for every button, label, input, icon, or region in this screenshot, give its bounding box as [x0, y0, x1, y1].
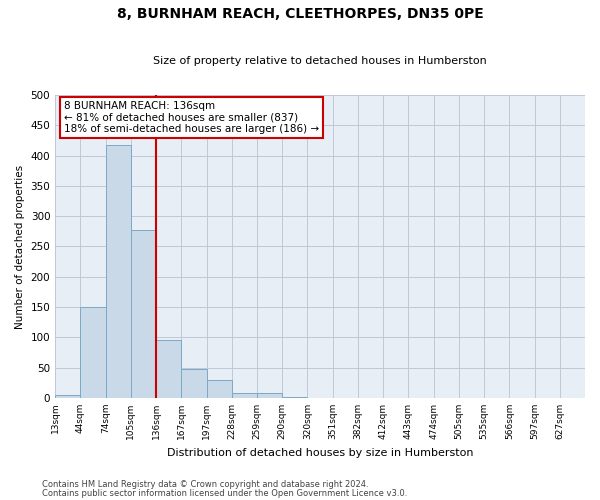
Text: Contains public sector information licensed under the Open Government Licence v3: Contains public sector information licen…: [42, 489, 407, 498]
Title: Size of property relative to detached houses in Humberston: Size of property relative to detached ho…: [153, 56, 487, 66]
Bar: [257, 393, 282, 398]
Bar: [156, 340, 181, 398]
Bar: [232, 393, 257, 398]
Bar: [55, 395, 80, 398]
Bar: [282, 396, 307, 398]
Bar: [106, 144, 131, 398]
Text: Contains HM Land Registry data © Crown copyright and database right 2024.: Contains HM Land Registry data © Crown c…: [42, 480, 368, 489]
Bar: [181, 369, 206, 398]
Bar: [206, 380, 232, 398]
Text: 8, BURNHAM REACH, CLEETHORPES, DN35 0PE: 8, BURNHAM REACH, CLEETHORPES, DN35 0PE: [116, 8, 484, 22]
Bar: [131, 230, 156, 398]
Bar: [80, 307, 106, 398]
Y-axis label: Number of detached properties: Number of detached properties: [15, 164, 25, 328]
Text: 8 BURNHAM REACH: 136sqm
← 81% of detached houses are smaller (837)
18% of semi-d: 8 BURNHAM REACH: 136sqm ← 81% of detache…: [64, 101, 319, 134]
X-axis label: Distribution of detached houses by size in Humberston: Distribution of detached houses by size …: [167, 448, 473, 458]
